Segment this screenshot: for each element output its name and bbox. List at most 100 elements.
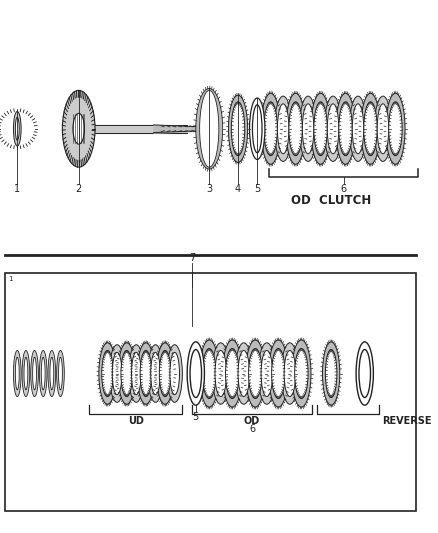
Ellipse shape: [148, 345, 163, 402]
Ellipse shape: [264, 102, 277, 156]
Ellipse shape: [39, 351, 47, 397]
Ellipse shape: [325, 96, 342, 161]
Ellipse shape: [249, 349, 262, 399]
Ellipse shape: [226, 349, 239, 399]
Text: 7: 7: [189, 253, 195, 263]
Text: 2: 2: [76, 184, 82, 195]
Text: 5: 5: [193, 412, 199, 422]
Ellipse shape: [73, 114, 85, 144]
Ellipse shape: [129, 345, 144, 402]
Ellipse shape: [374, 96, 392, 161]
Ellipse shape: [200, 91, 219, 167]
Ellipse shape: [314, 102, 327, 156]
Text: 5: 5: [254, 184, 260, 195]
Ellipse shape: [386, 93, 405, 164]
Text: OD: OD: [244, 416, 260, 426]
Ellipse shape: [325, 350, 337, 398]
Ellipse shape: [252, 105, 262, 153]
Ellipse shape: [327, 104, 339, 154]
Ellipse shape: [223, 340, 242, 407]
Ellipse shape: [140, 351, 152, 397]
Ellipse shape: [322, 342, 340, 405]
Ellipse shape: [137, 343, 155, 404]
Ellipse shape: [33, 357, 36, 390]
Ellipse shape: [359, 350, 371, 398]
Ellipse shape: [246, 340, 265, 407]
Ellipse shape: [356, 342, 373, 405]
Ellipse shape: [250, 98, 265, 159]
Ellipse shape: [159, 351, 171, 397]
Ellipse shape: [190, 350, 201, 398]
Ellipse shape: [284, 351, 296, 397]
Ellipse shape: [59, 357, 62, 390]
Ellipse shape: [261, 351, 272, 397]
Ellipse shape: [121, 351, 132, 397]
Ellipse shape: [187, 342, 205, 405]
Text: 6: 6: [249, 424, 255, 434]
FancyBboxPatch shape: [5, 273, 416, 511]
Ellipse shape: [350, 96, 367, 161]
Ellipse shape: [200, 91, 219, 167]
Ellipse shape: [156, 343, 174, 404]
Text: REVERSE: REVERSE: [382, 416, 431, 426]
Text: UD: UD: [128, 416, 144, 426]
Ellipse shape: [231, 102, 245, 156]
Ellipse shape: [389, 102, 402, 156]
Ellipse shape: [151, 352, 160, 394]
Ellipse shape: [229, 95, 247, 163]
Ellipse shape: [22, 351, 30, 397]
Ellipse shape: [302, 104, 314, 154]
Ellipse shape: [14, 351, 21, 397]
Ellipse shape: [62, 91, 95, 167]
Text: 1: 1: [9, 276, 13, 281]
Text: 4: 4: [235, 184, 241, 195]
Text: 6: 6: [341, 184, 346, 195]
Ellipse shape: [131, 352, 141, 394]
Ellipse shape: [275, 96, 292, 161]
Ellipse shape: [112, 352, 122, 394]
Ellipse shape: [281, 343, 299, 404]
Ellipse shape: [258, 343, 276, 404]
Ellipse shape: [364, 102, 377, 156]
Text: OD  CLUTCH: OD CLUTCH: [291, 194, 371, 207]
Ellipse shape: [50, 357, 54, 390]
Ellipse shape: [311, 93, 330, 164]
Ellipse shape: [235, 343, 252, 404]
Ellipse shape: [295, 349, 308, 399]
Ellipse shape: [272, 349, 285, 399]
Ellipse shape: [14, 111, 21, 146]
Ellipse shape: [215, 351, 226, 397]
Ellipse shape: [196, 88, 223, 169]
Ellipse shape: [339, 102, 352, 156]
Ellipse shape: [286, 93, 305, 164]
Ellipse shape: [167, 345, 182, 402]
Ellipse shape: [15, 357, 19, 390]
Ellipse shape: [31, 351, 39, 397]
Ellipse shape: [377, 104, 389, 154]
Ellipse shape: [200, 340, 219, 407]
Ellipse shape: [289, 102, 302, 156]
Ellipse shape: [238, 351, 250, 397]
Ellipse shape: [48, 351, 56, 397]
Ellipse shape: [202, 349, 216, 399]
Ellipse shape: [99, 343, 116, 404]
Ellipse shape: [300, 96, 317, 161]
Ellipse shape: [202, 97, 216, 160]
Text: 1: 1: [14, 184, 20, 195]
Ellipse shape: [336, 93, 355, 164]
Text: 3: 3: [206, 184, 212, 195]
Ellipse shape: [292, 340, 311, 407]
Ellipse shape: [24, 357, 28, 390]
Ellipse shape: [361, 93, 380, 164]
Ellipse shape: [41, 357, 45, 390]
Ellipse shape: [110, 345, 125, 402]
Ellipse shape: [277, 104, 289, 154]
Ellipse shape: [261, 93, 280, 164]
Ellipse shape: [212, 343, 230, 404]
Ellipse shape: [57, 351, 64, 397]
Ellipse shape: [102, 351, 113, 397]
Ellipse shape: [15, 117, 19, 140]
Ellipse shape: [352, 104, 364, 154]
Ellipse shape: [118, 343, 135, 404]
Ellipse shape: [269, 340, 288, 407]
